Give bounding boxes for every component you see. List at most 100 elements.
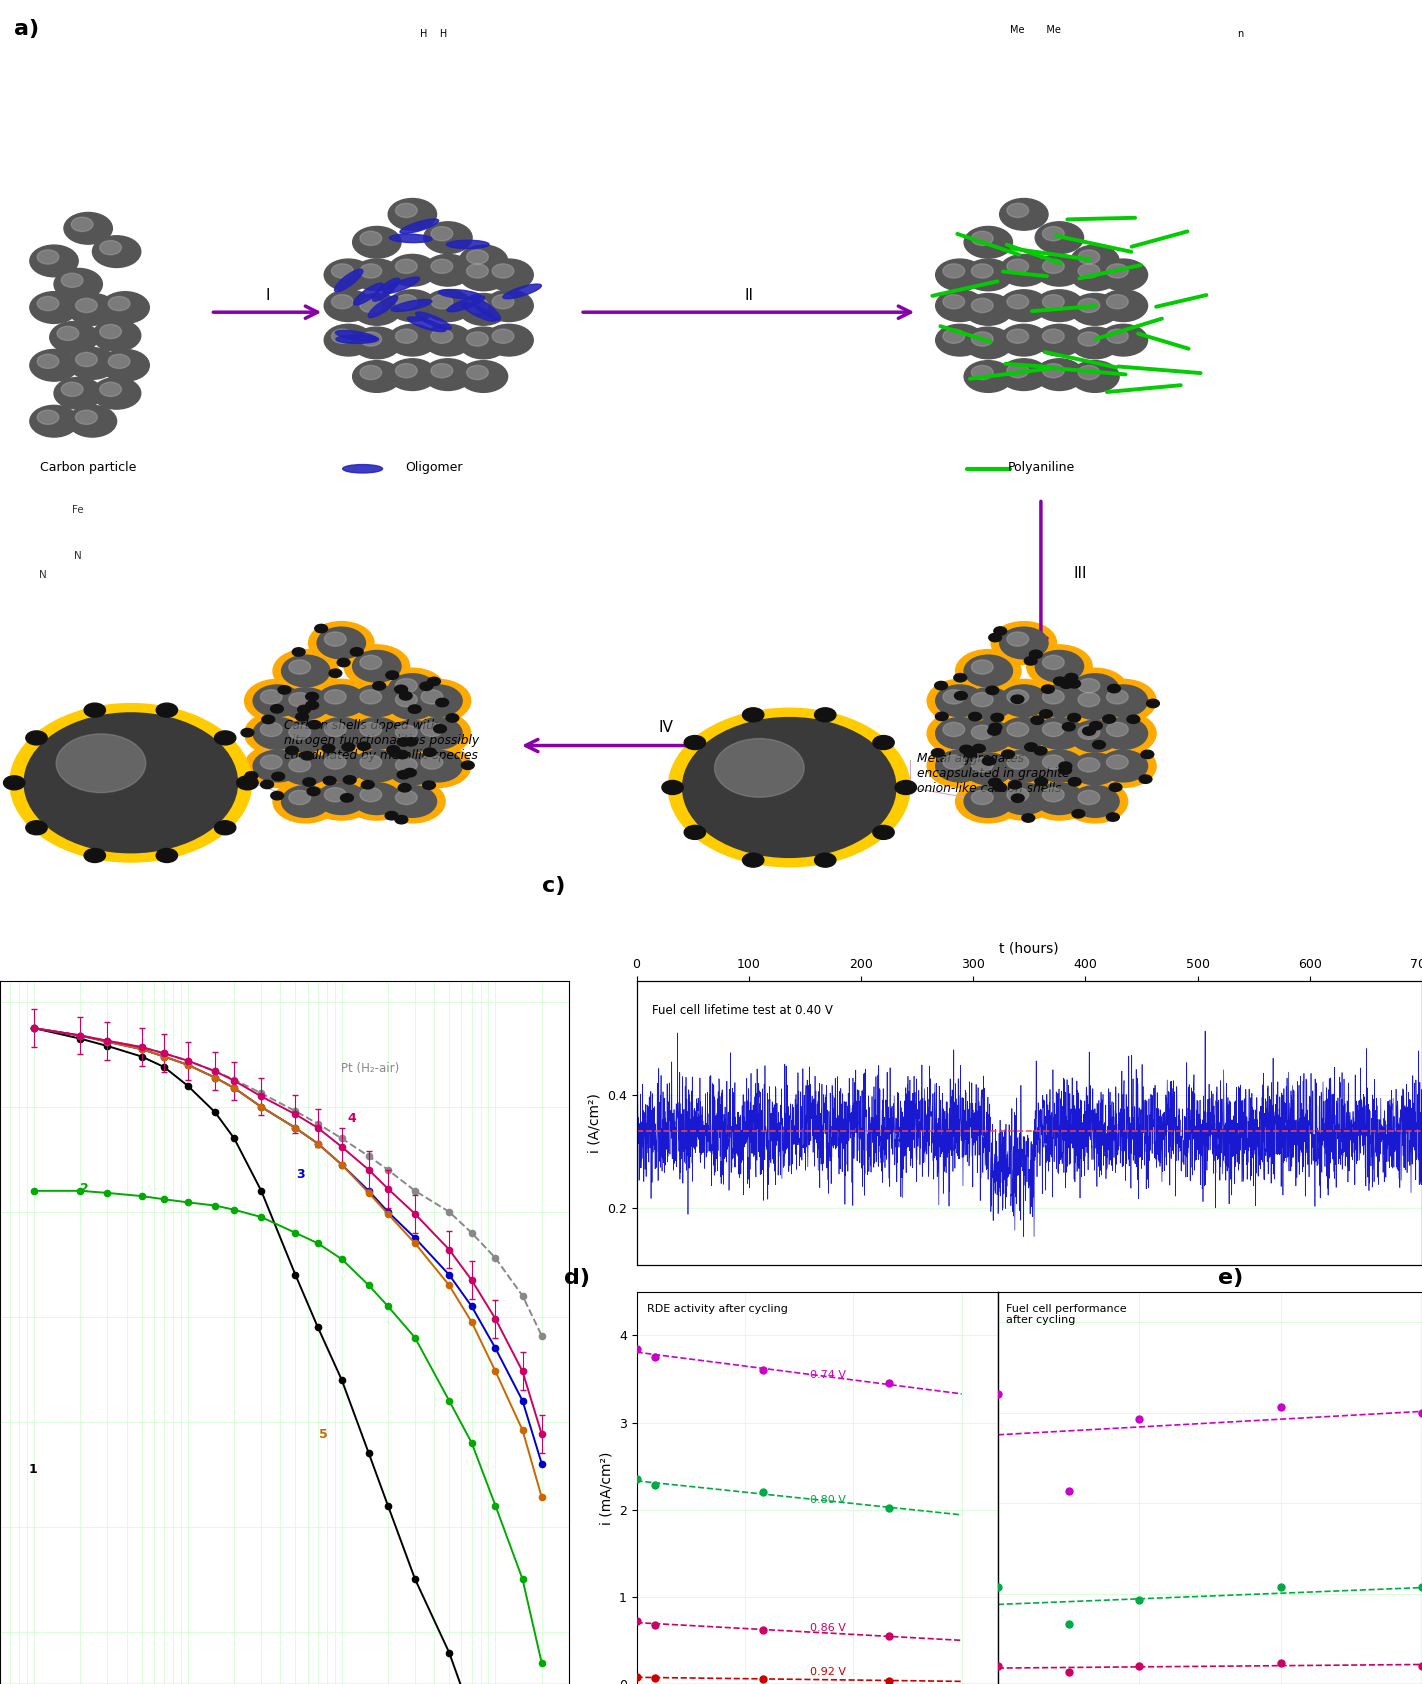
Circle shape: [1008, 780, 1021, 788]
Circle shape: [273, 714, 338, 758]
Circle shape: [395, 758, 417, 771]
Circle shape: [988, 633, 1001, 642]
Circle shape: [1106, 754, 1128, 770]
Circle shape: [282, 721, 330, 753]
Circle shape: [1022, 813, 1035, 822]
Circle shape: [991, 679, 1057, 722]
Circle shape: [282, 655, 330, 687]
Circle shape: [1062, 714, 1128, 758]
Circle shape: [1062, 682, 1128, 726]
Circle shape: [380, 780, 445, 823]
Ellipse shape: [438, 290, 481, 298]
Circle shape: [1078, 726, 1099, 739]
Circle shape: [1109, 783, 1122, 791]
Circle shape: [973, 744, 985, 753]
Circle shape: [991, 621, 1057, 665]
Circle shape: [395, 295, 417, 308]
Circle shape: [388, 254, 437, 286]
Circle shape: [1065, 674, 1078, 682]
Circle shape: [424, 254, 472, 286]
Circle shape: [353, 293, 401, 325]
Circle shape: [350, 648, 363, 657]
Circle shape: [405, 712, 471, 754]
Circle shape: [485, 290, 533, 322]
Circle shape: [282, 687, 330, 719]
Ellipse shape: [354, 283, 383, 305]
Circle shape: [1071, 721, 1119, 753]
Circle shape: [324, 290, 373, 322]
Circle shape: [360, 655, 381, 670]
Ellipse shape: [391, 300, 432, 312]
Circle shape: [1035, 778, 1048, 786]
Circle shape: [964, 721, 1012, 753]
Circle shape: [306, 701, 319, 709]
Circle shape: [68, 293, 117, 325]
Circle shape: [1007, 204, 1028, 217]
Circle shape: [303, 778, 316, 786]
Circle shape: [100, 382, 121, 396]
Circle shape: [253, 749, 301, 781]
Circle shape: [1007, 364, 1028, 377]
Circle shape: [75, 298, 97, 313]
Circle shape: [936, 749, 984, 781]
Circle shape: [344, 744, 410, 788]
Text: 0.86 V: 0.86 V: [811, 1623, 846, 1633]
Circle shape: [419, 682, 432, 690]
Circle shape: [991, 744, 1057, 788]
Circle shape: [1092, 741, 1105, 749]
Circle shape: [1106, 813, 1119, 822]
Circle shape: [1106, 690, 1128, 704]
Circle shape: [943, 690, 964, 704]
Circle shape: [466, 264, 488, 278]
Circle shape: [360, 754, 381, 770]
Circle shape: [360, 690, 381, 704]
Circle shape: [936, 717, 984, 749]
Circle shape: [388, 721, 437, 753]
Circle shape: [414, 749, 462, 781]
Circle shape: [61, 382, 82, 396]
Circle shape: [279, 685, 292, 694]
Circle shape: [956, 714, 1021, 758]
Circle shape: [331, 328, 353, 344]
Circle shape: [395, 692, 417, 707]
Circle shape: [309, 712, 374, 754]
Circle shape: [1068, 714, 1081, 722]
Circle shape: [54, 377, 102, 409]
Text: Polyaniline: Polyaniline: [1007, 461, 1075, 475]
Circle shape: [1078, 249, 1099, 264]
Circle shape: [395, 204, 417, 217]
Circle shape: [314, 625, 327, 633]
Circle shape: [405, 744, 471, 788]
Circle shape: [1071, 687, 1119, 719]
Circle shape: [324, 722, 346, 736]
Circle shape: [1078, 298, 1099, 313]
Circle shape: [991, 778, 1057, 820]
Circle shape: [262, 716, 274, 724]
Circle shape: [466, 298, 488, 313]
Circle shape: [309, 721, 321, 729]
Circle shape: [92, 320, 141, 352]
Circle shape: [927, 744, 993, 788]
Circle shape: [1035, 290, 1084, 322]
Circle shape: [956, 780, 1021, 823]
Circle shape: [943, 754, 964, 770]
Circle shape: [1041, 685, 1054, 694]
Circle shape: [1071, 786, 1119, 817]
Circle shape: [360, 332, 381, 347]
Circle shape: [343, 776, 356, 785]
Circle shape: [92, 236, 141, 268]
Circle shape: [37, 249, 58, 264]
Text: c): c): [542, 876, 566, 896]
Circle shape: [1140, 749, 1153, 758]
Text: IV: IV: [658, 719, 673, 734]
Text: 3: 3: [296, 1167, 304, 1180]
Circle shape: [361, 780, 374, 788]
Circle shape: [414, 717, 462, 749]
Text: Metal aggregates
encapsulated in graphite
onion-like carbon shells: Metal aggregates encapsulated in graphit…: [917, 753, 1069, 795]
Circle shape: [260, 780, 273, 788]
Text: Fe: Fe: [73, 505, 84, 515]
Text: Carbon shells doped with
nitrogen functionalities possibly
coordinated by metall: Carbon shells doped with nitrogen functi…: [284, 719, 479, 763]
Circle shape: [1042, 295, 1064, 308]
Ellipse shape: [400, 219, 438, 234]
Circle shape: [424, 359, 472, 391]
